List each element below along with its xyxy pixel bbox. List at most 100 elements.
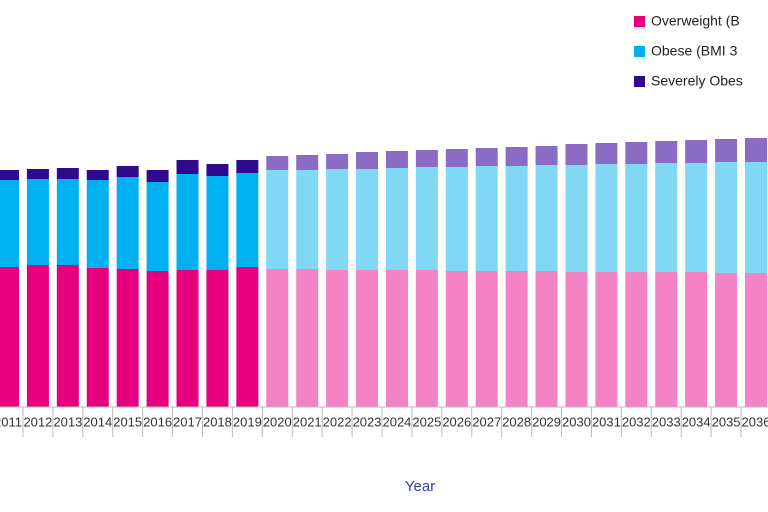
legend-swatch	[634, 76, 645, 87]
bar-segment	[146, 271, 169, 407]
bar-segment	[595, 164, 618, 272]
bar-segment	[326, 154, 349, 169]
x-tick-label: 2036	[742, 414, 768, 429]
x-tick-label: 2032	[622, 414, 651, 429]
bar-segment	[26, 169, 49, 179]
bar-segment	[475, 271, 498, 407]
x-tick-label: 2033	[652, 414, 681, 429]
x-tick-label: 2023	[353, 414, 382, 429]
bar-segment	[236, 173, 259, 267]
bar-segment	[356, 270, 379, 407]
bar-segment	[116, 166, 139, 177]
x-tick-label: 2028	[502, 414, 531, 429]
bar-segment	[296, 269, 319, 407]
bar-segment	[505, 166, 528, 271]
bar-segment	[206, 176, 229, 270]
bar-segment	[745, 162, 767, 273]
bar-segment	[326, 270, 349, 407]
x-tick-label: 2021	[293, 414, 322, 429]
bar-segment	[445, 149, 468, 167]
x-tick-label: 2015	[113, 414, 142, 429]
bar-segment	[146, 170, 169, 182]
x-tick-label: 2035	[712, 414, 741, 429]
bar-segment	[715, 273, 738, 407]
bar-segment	[56, 179, 79, 265]
bar-segment	[0, 170, 19, 180]
bar-segment	[625, 142, 648, 164]
bar-segment	[0, 267, 19, 407]
bar-segment	[26, 179, 49, 265]
bar-segment	[415, 150, 438, 167]
x-tick-label: 2027	[472, 414, 501, 429]
bar-segment	[535, 271, 558, 407]
x-tick-label: 2025	[412, 414, 441, 429]
bar-segment	[565, 144, 588, 165]
bar-segment	[176, 270, 199, 407]
bar-segment	[86, 268, 109, 407]
bar-segment	[266, 170, 289, 269]
bar-segment	[475, 148, 498, 166]
bar-segment	[415, 167, 438, 270]
bar-segment	[685, 163, 708, 272]
x-tick-label: 2026	[442, 414, 471, 429]
bar-segment	[745, 273, 767, 407]
x-tick-label: 2030	[562, 414, 591, 429]
bar-segment	[206, 270, 229, 407]
bar-segment	[655, 141, 678, 163]
x-tick-label: 2022	[323, 414, 352, 429]
bar-segment	[176, 174, 199, 270]
bar-segment	[505, 271, 528, 407]
bar-segment	[655, 163, 678, 272]
bar-segment	[146, 182, 169, 271]
x-tick-label: 2011	[0, 414, 22, 429]
bar-segment	[625, 164, 648, 272]
legend-text: Obese (BMI 3	[651, 43, 738, 59]
bar-segment	[266, 269, 289, 407]
bar-segment	[445, 167, 468, 271]
bar-segment	[296, 170, 319, 269]
legend-text: Overweight (B	[651, 13, 740, 29]
bar-segment	[565, 165, 588, 272]
bar-segment	[116, 177, 139, 269]
x-tick-label: 2020	[263, 414, 292, 429]
bar-segment	[116, 269, 139, 407]
bar-segment	[535, 146, 558, 165]
bar-segment	[296, 155, 319, 170]
legend-swatch	[634, 46, 645, 57]
bar-segment	[385, 168, 408, 270]
x-tick-label: 2024	[382, 414, 411, 429]
x-tick-label: 2031	[592, 414, 621, 429]
bar-segment	[715, 139, 738, 162]
bar-segment	[415, 270, 438, 407]
x-tick-label: 2017	[173, 414, 202, 429]
bar-segment	[685, 140, 708, 163]
x-tick-label: 2016	[143, 414, 172, 429]
bar-segment	[595, 143, 618, 164]
x-tick-label: 2013	[53, 414, 82, 429]
bar-segment	[356, 169, 379, 270]
bar-segment	[655, 272, 678, 407]
bar-segment	[26, 265, 49, 407]
bar-segment	[86, 170, 109, 180]
legend-text: Severely Obes	[651, 73, 743, 89]
x-axis-title: Year	[405, 478, 435, 495]
bar-segment	[206, 164, 229, 176]
bar-segment	[625, 272, 648, 407]
bar-segment	[385, 151, 408, 168]
bar-segment	[56, 265, 79, 407]
bar-segment	[595, 272, 618, 407]
bar-segment	[505, 147, 528, 166]
legend-swatch	[634, 16, 645, 27]
bar-segment	[236, 160, 259, 173]
x-tick-label: 2029	[532, 414, 561, 429]
bar-segment	[685, 272, 708, 407]
bar-segment	[56, 168, 79, 179]
bar-segment	[385, 270, 408, 407]
x-tick-label: 2019	[233, 414, 262, 429]
x-tick-label: 2014	[83, 414, 112, 429]
x-tick-label: 2034	[682, 414, 711, 429]
bar-segment	[356, 152, 379, 169]
x-tick-label: 2018	[203, 414, 232, 429]
x-tick-label: 2012	[23, 414, 52, 429]
